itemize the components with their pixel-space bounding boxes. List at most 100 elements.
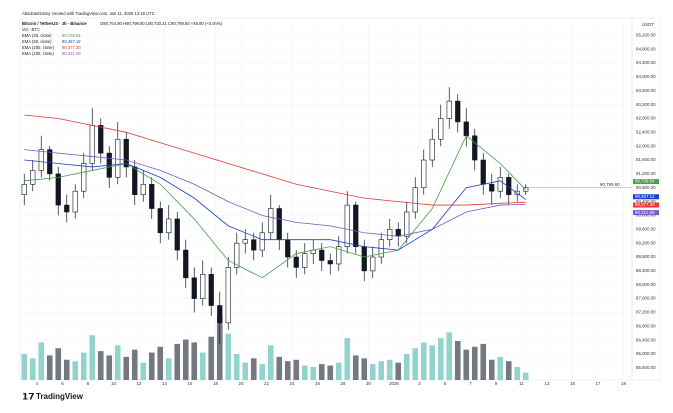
y-tick-label: 91,200.00 <box>636 171 656 176</box>
candle-body <box>21 183 27 195</box>
volume-bar <box>46 355 53 380</box>
legend-value: 90,457.12 <box>62 39 81 44</box>
currency: USDT <box>642 22 654 27</box>
volume-bar <box>437 338 444 380</box>
logo-mark: 𝟭𝟳 <box>22 391 35 401</box>
y-tick-label: 88,000.00 <box>636 282 656 287</box>
volume-bar <box>114 345 121 380</box>
price-tag-label: 90,457.12 <box>635 194 655 199</box>
volume-bar <box>395 362 402 380</box>
candle-body <box>463 121 469 137</box>
price-tag-label: 90,377.30 <box>635 202 655 207</box>
candle-body <box>480 159 486 185</box>
candle-body <box>293 256 299 268</box>
candle-body <box>361 246 367 272</box>
volume-bar <box>242 362 249 380</box>
volume-bar <box>403 354 410 380</box>
candle-body <box>200 274 206 299</box>
y-tick-label: 94,400.00 <box>636 60 656 65</box>
x-tick-label: 12 <box>137 381 142 386</box>
x-tick-label: 28 <box>341 381 346 386</box>
candle-body <box>30 170 36 185</box>
price-tag <box>633 194 659 200</box>
candle-body <box>123 138 129 168</box>
symbol-title: Bitcoin / TetherUS · 4h · Binance <box>22 21 87 26</box>
volume-bar <box>335 362 342 380</box>
volume-bar <box>318 364 325 380</box>
candle-body <box>64 204 70 213</box>
candle-body <box>183 249 189 279</box>
candle-body <box>268 208 274 234</box>
candle-body <box>259 232 265 251</box>
candle-body <box>81 163 87 192</box>
candle-body <box>115 138 121 178</box>
y-tick-label: 93,200.00 <box>636 102 656 107</box>
y-tick-label: 92,800.00 <box>636 116 656 121</box>
candle-body <box>242 239 248 244</box>
volume-bar <box>463 349 470 380</box>
volume-bar <box>140 362 147 380</box>
legend-value: 90,739.54 <box>62 33 81 38</box>
candle-body <box>149 183 155 209</box>
volume-bar <box>174 343 181 380</box>
volume-bar <box>378 361 385 380</box>
y-tick-label: 85,600.00 <box>636 365 656 370</box>
volume-bar <box>361 358 368 380</box>
y-tick-label: 89,200.00 <box>636 240 656 245</box>
candle-body <box>234 242 240 268</box>
volume-bar <box>446 332 453 380</box>
candle-body <box>191 277 197 299</box>
y-tick-label: 89,600.00 <box>636 226 656 231</box>
price-tag <box>633 202 659 208</box>
x-tick-label: 13 <box>545 381 550 386</box>
legend-name: EMA (50, close) <box>22 39 52 44</box>
volume-bar <box>148 352 155 380</box>
candle-body <box>387 229 393 241</box>
volume-bar <box>72 361 79 380</box>
candle-body <box>421 159 427 189</box>
x-tick-label: 14 <box>162 381 167 386</box>
y-tick-label: 93,600.00 <box>636 88 656 93</box>
candle-body <box>174 218 180 251</box>
candle-body <box>276 208 282 241</box>
volume-bar <box>514 367 521 380</box>
volume-bar <box>208 336 215 380</box>
candle-body <box>497 177 503 192</box>
volume-bar <box>344 338 351 380</box>
candle-body <box>285 239 291 258</box>
volume-bar <box>480 343 487 380</box>
volume-bar <box>310 367 317 380</box>
logo: 𝟭𝟳 TradingView <box>22 391 84 401</box>
volume-bar <box>216 315 223 380</box>
legend-name: EMA (20, close) <box>22 33 52 38</box>
volume-bar <box>497 356 504 380</box>
price-tag-label: 90,739.54 <box>635 179 655 184</box>
volume-bar <box>63 359 70 380</box>
candle-body <box>429 138 435 161</box>
x-tick-label: 30 <box>366 381 371 386</box>
candle-body <box>132 166 138 195</box>
volume-bar <box>284 361 291 380</box>
volume-bar <box>454 341 461 380</box>
volume-bar <box>420 342 427 380</box>
y-tick-label: 87,600.00 <box>636 296 656 301</box>
last-price-label: 90,799.80 <box>600 182 620 187</box>
y-tick-label: 88,800.00 <box>636 254 656 259</box>
volume-bar <box>106 355 113 380</box>
candle-body <box>412 187 418 213</box>
candle-body <box>157 208 163 234</box>
y-tick-label: 86,400.00 <box>636 337 656 342</box>
y-tick-label: 94,000.00 <box>636 74 656 79</box>
ema-line <box>24 114 526 206</box>
volume-bar <box>225 333 232 380</box>
candle-body <box>446 100 452 119</box>
ohlc: O90,754.90 H90,799.80 L90,720.21 C90,799… <box>100 21 223 26</box>
price-tag <box>633 179 659 185</box>
y-tick-label: 90,800.00 <box>636 185 656 190</box>
volume-bar <box>97 351 104 380</box>
x-tick-label: 5 <box>444 381 447 386</box>
volume-bar <box>55 348 62 380</box>
x-tick-label: 15 <box>570 381 575 386</box>
volume-bar <box>293 359 300 380</box>
legend-value: 90,321.09 <box>62 51 81 56</box>
